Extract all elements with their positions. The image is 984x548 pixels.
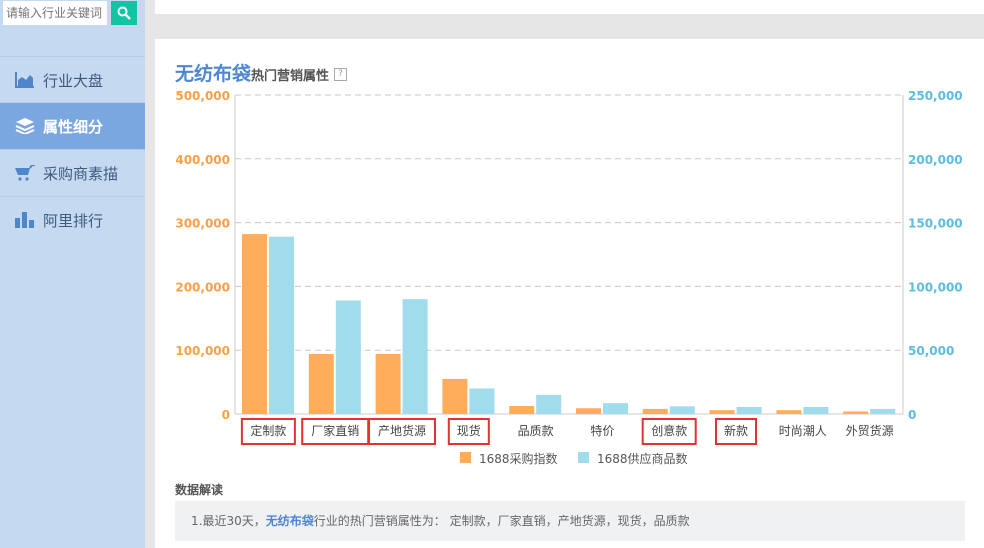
- right-tick-label: 250,000: [908, 89, 963, 103]
- right-tick-label: 150,000: [908, 217, 963, 231]
- bar-supply: [736, 406, 762, 414]
- reading-suffix: 行业的热门营销属性为： 定制款，厂家直销，产地货源，现货，品质款: [313, 514, 690, 528]
- reading-title: 数据解读: [175, 483, 224, 497]
- category-label: 新款: [724, 423, 748, 438]
- right-tick-label: 50,000: [908, 344, 954, 358]
- bar-purchase: [375, 354, 401, 414]
- category-label: 定制款: [250, 423, 286, 438]
- bar-supply: [603, 403, 628, 414]
- bar-purchase: [242, 234, 267, 414]
- category-label: 现货: [457, 423, 481, 438]
- help-icon[interactable]: ?: [334, 68, 348, 81]
- keyword: 无纺布袋: [175, 63, 252, 85]
- left-tick-label: 100,000: [175, 344, 230, 358]
- bar-purchase: [509, 406, 535, 414]
- bar-purchase: [642, 408, 668, 414]
- sidebar-item-attribute-breakdown[interactable]: 属性细分: [0, 102, 145, 149]
- page-title: 无纺布袋热门营销属性?: [175, 59, 348, 86]
- left-tick-label: 300,000: [175, 217, 230, 231]
- reading-keyword[interactable]: 无纺布袋: [265, 514, 314, 528]
- search-input[interactable]: [3, 1, 107, 25]
- bar-purchase: [442, 378, 468, 414]
- left-tick-label: 0: [222, 408, 230, 422]
- sidebar-item-ali-ranking[interactable]: 阿里排行: [0, 196, 145, 243]
- highlight-box: [447, 418, 490, 445]
- right-tick-label: 200,000: [908, 153, 963, 167]
- search-icon: [117, 6, 131, 20]
- bar-supply: [469, 388, 495, 414]
- bar-supply: [870, 408, 896, 414]
- category-label: 品质款: [518, 424, 554, 438]
- layers-icon: [15, 118, 35, 134]
- legend-swatch: [578, 452, 589, 463]
- highlight-box: [641, 418, 697, 445]
- right-tick-label: 100,000: [908, 280, 963, 294]
- left-tick-label: 400,000: [175, 153, 230, 167]
- search-button[interactable]: [111, 1, 137, 25]
- bar-supply: [269, 236, 294, 414]
- legend-swatch: [460, 452, 471, 463]
- bar-purchase: [709, 410, 735, 414]
- category-label: 创意款: [651, 423, 687, 438]
- left-tick-label: 200,000: [175, 280, 230, 294]
- bar-purchase: [843, 411, 869, 414]
- sidebar-item-label: 行业大盘: [43, 71, 104, 90]
- bar-purchase: [308, 354, 334, 414]
- bar-supply: [803, 406, 829, 414]
- bar-purchase: [776, 410, 802, 414]
- section-title: 热门营销属性: [251, 69, 330, 84]
- bar-purchase: [576, 408, 601, 414]
- sidebar-item-label: 阿里排行: [43, 211, 104, 230]
- category-label: 外贸货源: [846, 423, 894, 438]
- cart-icon: [15, 165, 35, 181]
- highlight-box: [240, 418, 296, 445]
- legend-label: 1688供应商品数: [597, 451, 688, 466]
- highlight-box: [715, 418, 757, 445]
- sidebar-item-buyer-profile[interactable]: 采购商素描: [0, 149, 145, 196]
- bar-supply: [402, 299, 428, 414]
- area-chart-icon: [15, 72, 35, 88]
- left-tick-label: 500,000: [175, 89, 230, 103]
- reading-prefix: 1.最近30天，: [191, 514, 266, 528]
- bar-supply: [335, 300, 361, 414]
- category-label: 产地货源: [378, 423, 426, 438]
- category-label: 厂家直销: [311, 423, 359, 438]
- bar-supply: [536, 394, 562, 414]
- right-tick-label: 0: [908, 408, 916, 422]
- sidebar: 行业大盘 属性细分 采购商素描 阿里排行: [0, 0, 145, 548]
- top-bar: [155, 0, 984, 14]
- content-panel: 无纺布袋热门营销属性? 0 0 100,000 50,000 200,000 100,00…: [155, 39, 984, 548]
- sidebar-item-label: 采购商素描: [43, 164, 119, 183]
- bar-chart: 0 0 100,000 50,000 200,000 100,000 300,000 150,…: [175, 89, 963, 466]
- category-label: 特价: [590, 423, 614, 438]
- bar-supply: [669, 406, 695, 414]
- reading-box: 1.最近30天，无纺布袋行业的热门营销属性为： 定制款，厂家直销，产地货源，现货…: [175, 501, 965, 541]
- highlight-box: [368, 418, 436, 445]
- sidebar-item-label: 属性细分: [43, 117, 104, 136]
- bar-chart-icon: [15, 212, 35, 228]
- category-label: 时尚潮人: [779, 423, 827, 438]
- legend-label: 1688采购指数: [479, 451, 558, 466]
- sidebar-item-industry-overview[interactable]: 行业大盘: [0, 56, 145, 103]
